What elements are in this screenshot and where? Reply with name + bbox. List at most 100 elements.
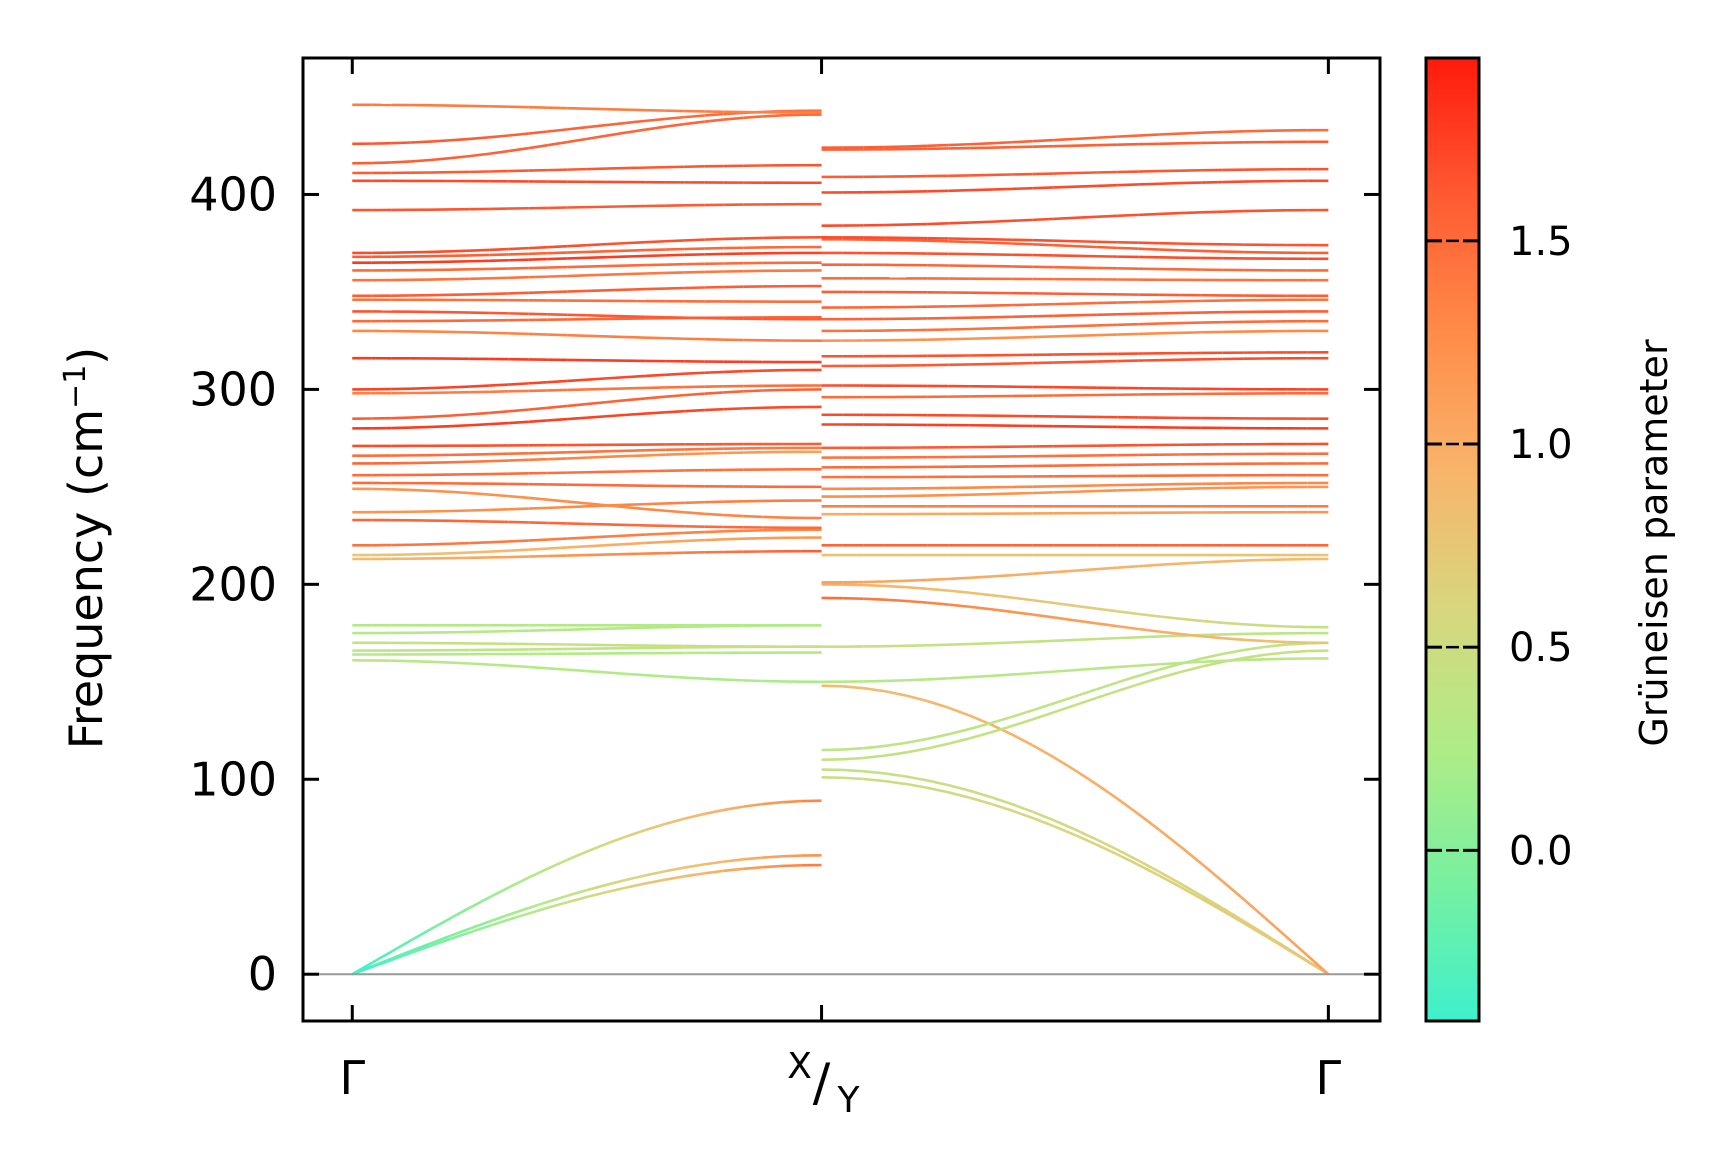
band-line-piece (470, 510, 490, 511)
band-line-piece (927, 191, 948, 192)
band-line-piece (606, 888, 626, 893)
band-line-piece (1138, 565, 1159, 566)
band-line-piece (430, 918, 450, 929)
band-line-piece (969, 328, 990, 329)
band-line-piece (1075, 138, 1096, 139)
band-line-piece (1181, 250, 1202, 251)
band-line-piece (450, 462, 470, 463)
band-line-piece (906, 587, 927, 589)
band-line-piece (626, 875, 646, 880)
band-line-piece (1244, 560, 1265, 561)
band-line-piece (548, 419, 568, 420)
band-line-piece (606, 544, 626, 545)
band-line (822, 444, 1329, 448)
band-line-piece (1096, 335, 1117, 336)
band-line-piece (704, 810, 724, 814)
band-line-piece (843, 686, 864, 688)
band-line (822, 559, 1329, 582)
band-line-piece (470, 542, 490, 543)
band-line-piece (843, 758, 864, 759)
band-line-piece (587, 169, 607, 170)
band-line-piece (1202, 182, 1223, 183)
band-line-piece (470, 386, 490, 387)
band-line-piece (470, 250, 490, 251)
band-line-piece (906, 224, 927, 225)
band-line-piece (548, 142, 568, 145)
band-line-piece (969, 723, 990, 729)
band-line-piece (606, 377, 626, 378)
band-line-piece (948, 591, 969, 593)
band-line-piece (606, 251, 626, 252)
band-line-piece (509, 134, 529, 136)
band-line-piece (927, 780, 948, 785)
band-line-piece (548, 458, 568, 459)
band-line-piece (1286, 949, 1307, 962)
band-line-piece (626, 507, 646, 509)
band-line-piece (528, 253, 548, 254)
band-line-piece (567, 629, 587, 630)
band-line-piece (969, 143, 990, 144)
band-line-piece (1012, 642, 1033, 643)
band-line-piece (548, 253, 568, 254)
band-line-piece (470, 552, 490, 553)
band-line-piece (567, 252, 587, 253)
band-line-piece (1075, 689, 1096, 696)
band-line-piece (626, 504, 646, 505)
band-line-piece (948, 190, 969, 191)
band-line-piece (1159, 134, 1180, 135)
band-line-piece (1033, 336, 1054, 337)
band-line-piece (1159, 632, 1180, 634)
band-line-piece (391, 940, 411, 951)
band-line-piece (567, 538, 587, 539)
band-line-piece (1012, 612, 1033, 615)
band-line-piece (587, 545, 607, 546)
band-line (822, 210, 1329, 226)
band-line-piece (646, 397, 666, 399)
band-line-piece (489, 260, 509, 261)
band-line-piece (843, 585, 864, 586)
band-line-piece (567, 670, 587, 671)
band-line-piece (665, 255, 685, 256)
x-tick-label-bottom: Y (837, 1080, 861, 1121)
band-line-piece (1075, 770, 1096, 784)
band-line-piece (704, 392, 724, 393)
band-line-piece (450, 908, 470, 919)
band-line-piece (1012, 141, 1033, 142)
bands-layer (352, 105, 1328, 974)
band-line-piece (1138, 670, 1159, 676)
band-line-piece (626, 398, 646, 400)
band-line-piece (411, 417, 431, 418)
band-line-piece (509, 878, 529, 888)
band-line-piece (587, 275, 607, 276)
band-line-piece (1138, 489, 1159, 490)
band-line-piece (885, 680, 906, 681)
band-line-piece (1223, 252, 1244, 253)
band-line-piece (646, 455, 666, 456)
band-line-piece (567, 258, 587, 259)
band-line-piece (450, 663, 470, 664)
band-line-piece (991, 494, 1012, 495)
band-line-piece (991, 221, 1012, 222)
band-line-piece (567, 291, 587, 292)
band-line-piece (1033, 327, 1054, 328)
band-line-piece (528, 869, 548, 878)
band-line-piece (743, 408, 763, 409)
band-line-piece (1286, 651, 1307, 652)
band-line-piece (567, 315, 587, 316)
band-line (352, 855, 821, 974)
band-line (822, 181, 1329, 193)
band-line-piece (1033, 641, 1054, 642)
band-line-piece (587, 402, 607, 404)
band-line (352, 204, 821, 210)
band-line-piece (1054, 705, 1075, 712)
band-line-piece (885, 781, 906, 784)
band-line-piece (1075, 639, 1096, 640)
band-line-piece (548, 108, 568, 109)
band-line-piece (1096, 568, 1117, 570)
band-line-piece (685, 678, 705, 679)
band-line-piece (885, 773, 906, 776)
band-line (822, 770, 1329, 975)
band-line-piece (587, 109, 607, 110)
band-line-piece (906, 146, 927, 147)
band-line-piece (528, 145, 548, 148)
